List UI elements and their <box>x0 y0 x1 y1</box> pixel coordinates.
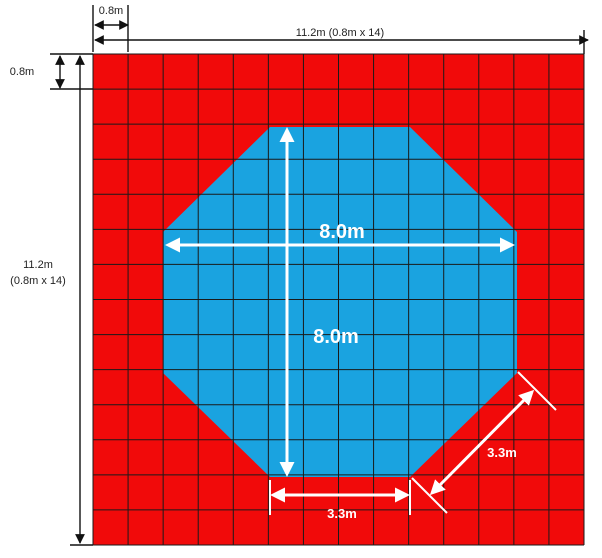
total-width-label: 11.2m (0.8m x 14) <box>296 27 384 39</box>
diagonal-edge-ext-bottom <box>411 477 448 514</box>
tile-grid <box>92 53 585 546</box>
cell-width-label: 0.8m <box>99 5 123 17</box>
diagonal-edge-ext-top <box>517 371 557 411</box>
total-height-label-line2: (0.8m x 14) <box>10 275 66 287</box>
octagon-width-label: 8.0m <box>319 221 365 243</box>
octagon-pool-area <box>163 127 517 477</box>
octagon-height-label: 8.0m <box>313 326 359 348</box>
diagonal-edge-arrow <box>429 389 535 496</box>
cell-height-label: 0.8m <box>10 66 34 78</box>
diagonal-edge-label: 3.3m <box>487 445 517 460</box>
total-height-label-line1: 11.2m <box>23 259 53 271</box>
bottom-edge-label: 3.3m <box>327 506 357 521</box>
